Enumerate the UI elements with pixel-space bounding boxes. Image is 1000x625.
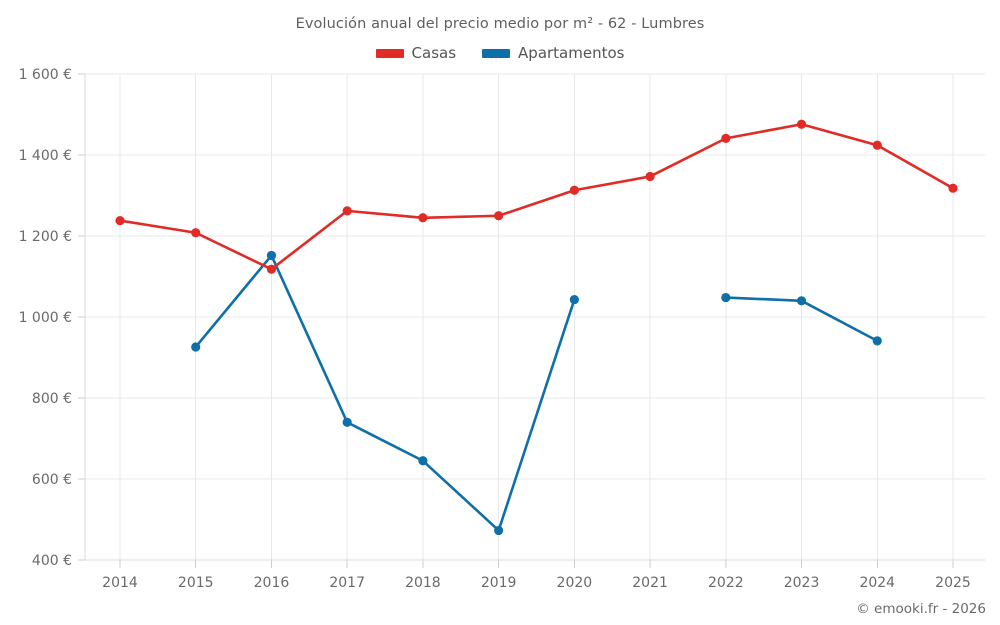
- data-point-apartamentos-2020[interactable]: [569, 294, 579, 305]
- data-point-casas-2023[interactable]: [796, 119, 807, 129]
- data-point-apartamentos-2019[interactable]: [494, 525, 504, 536]
- series-line-casas: [118, 122, 955, 271]
- x-axis-tick-label: 2025: [935, 575, 971, 591]
- legend-item-casas[interactable]: Casas: [375, 44, 457, 62]
- chart-title: Evolución anual del precio medio por m² …: [295, 16, 705, 32]
- data-point-casas-2024[interactable]: [872, 140, 882, 150]
- data-point-casas-2015[interactable]: [191, 228, 201, 238]
- data-point-casas-2019[interactable]: [494, 211, 504, 221]
- data-point-casas-2022[interactable]: [721, 133, 731, 143]
- data-point-apartamentos-2022[interactable]: [721, 292, 731, 303]
- data-point-apartamentos-2015[interactable]: [191, 342, 201, 352]
- copyright-credit: © emooki.fr - 2026: [856, 601, 986, 617]
- legend-label-casas: Casas: [411, 44, 457, 62]
- legend-color-swatch-casas: [375, 48, 404, 58]
- x-axis-tick-label: 2021: [632, 575, 668, 591]
- x-axis-tick-label: 2015: [178, 575, 214, 591]
- y-axis-tick-label: 1 400 €: [19, 148, 72, 164]
- data-point-casas-2014[interactable]: [115, 216, 125, 226]
- x-axis-tick-label: 2023: [784, 575, 820, 591]
- data-point-apartamentos-2024[interactable]: [872, 336, 882, 346]
- x-axis-tick-label: 2016: [254, 575, 290, 591]
- data-point-casas-2025[interactable]: [948, 183, 958, 193]
- data-point-casas-2016[interactable]: [266, 264, 277, 274]
- data-point-casas-2021[interactable]: [645, 171, 655, 182]
- y-axis-tick-label: 1 600 €: [19, 67, 72, 83]
- legend-label-apartamentos: Apartamentos: [518, 44, 625, 62]
- data-point-casas-2020[interactable]: [569, 185, 579, 195]
- data-point-apartamentos-2017[interactable]: [342, 417, 352, 427]
- x-axis-tick-label: 2022: [708, 575, 744, 591]
- y-axis-tick-label: 1 000 €: [19, 310, 72, 326]
- y-axis-tick-label: 600 €: [32, 472, 72, 488]
- x-axis-tick-label: 2018: [405, 575, 441, 591]
- x-axis-tick-label: 2019: [481, 575, 517, 591]
- data-point-casas-2018[interactable]: [418, 213, 428, 223]
- legend-item-apartamentos[interactable]: Apartamentos: [482, 44, 624, 62]
- y-axis-tick-label: 400 €: [32, 553, 72, 569]
- chart-legend: Casas Apartamentos: [0, 44, 1000, 62]
- y-axis-tick-label: 1 200 €: [19, 229, 72, 245]
- x-axis-tick-label: 2014: [102, 575, 138, 591]
- y-axis-tick-label: 800 €: [32, 391, 72, 407]
- x-axis-tick-label: 2017: [329, 575, 365, 591]
- data-point-apartamentos-2018[interactable]: [418, 456, 428, 466]
- x-axis-tick-label: 2024: [859, 575, 895, 591]
- data-point-casas-2017[interactable]: [342, 206, 352, 216]
- series-line-apartamentos: [194, 254, 576, 532]
- x-axis-tick-label: 2020: [557, 575, 593, 591]
- data-point-apartamentos-2023[interactable]: [796, 296, 807, 306]
- data-point-apartamentos-2016[interactable]: [266, 250, 277, 261]
- legend-color-swatch-apartamentos: [482, 48, 511, 58]
